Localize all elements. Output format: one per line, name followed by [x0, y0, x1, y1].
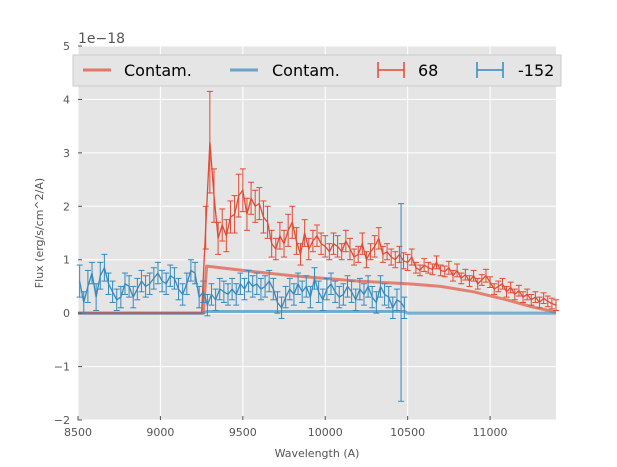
legend-errorbar-blue-icon [476, 62, 504, 78]
x-axis-label: Wavelength (A) [275, 447, 360, 460]
x-tick-label: 10500 [390, 426, 425, 439]
y-tick-label: 2 [63, 200, 70, 213]
legend-label-68: 68 [418, 61, 438, 80]
series-line [78, 265, 405, 310]
y-tick-label: 1 [63, 254, 70, 267]
x-tick-label: 10000 [308, 426, 343, 439]
contam-line-0 [78, 264, 557, 315]
y-offset-label: 1e−18 [78, 31, 125, 47]
legend-label-contam-blue: Contam. [272, 61, 340, 80]
y-axis-label: Flux (erg/s/cm^2/A) [33, 178, 46, 288]
legend-label-contam-red: Contam. [124, 61, 192, 80]
series-layer [76, 90, 559, 402]
ticks: 8500 9000 9500 10000 10500 11000 −2 −1 0 1 2 3 4 5 [54, 40, 508, 439]
y-tick-label: 4 [63, 93, 70, 106]
errorbar-series-68 [79, 90, 559, 314]
x-tick-label: 9500 [229, 426, 257, 439]
errorbar-series--152 [76, 203, 408, 402]
series-line [79, 142, 557, 314]
y-tick-label: 3 [63, 147, 70, 160]
legend: Contam. Contam. 68 -152 [72, 54, 562, 87]
legend-label-neg152: -152 [518, 61, 554, 80]
y-tick-label: 0 [63, 307, 70, 320]
x-tick-label: 11000 [473, 426, 508, 439]
x-tick-label: 9000 [146, 426, 174, 439]
y-tick-label: −2 [54, 414, 70, 427]
y-tick-label: 5 [63, 40, 70, 53]
legend-errorbar-red-icon [377, 62, 405, 78]
x-tick-label: 8500 [64, 426, 92, 439]
y-tick-label: −1 [54, 361, 70, 374]
